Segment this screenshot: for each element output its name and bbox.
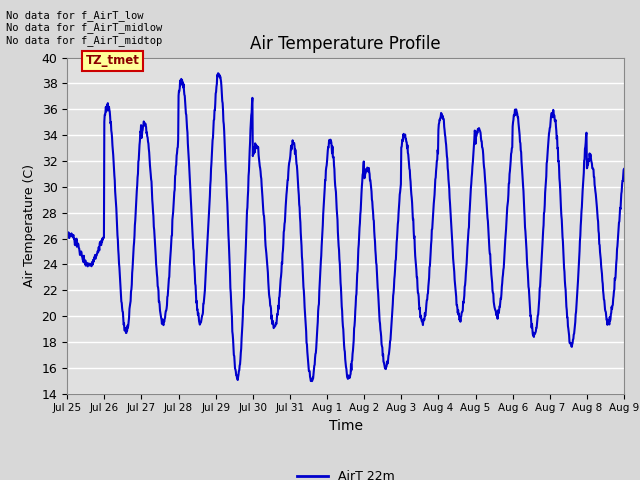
Text: No data for f_AirT_low
No data for f_AirT_midlow
No data for f_AirT_midtop: No data for f_AirT_low No data for f_Air… [6, 10, 163, 46]
Y-axis label: Air Temperature (C): Air Temperature (C) [23, 164, 36, 287]
X-axis label: Time: Time [328, 419, 363, 433]
Legend: AirT 22m: AirT 22m [292, 465, 399, 480]
Text: TZ_tmet: TZ_tmet [86, 54, 140, 67]
Title: Air Temperature Profile: Air Temperature Profile [250, 35, 441, 53]
